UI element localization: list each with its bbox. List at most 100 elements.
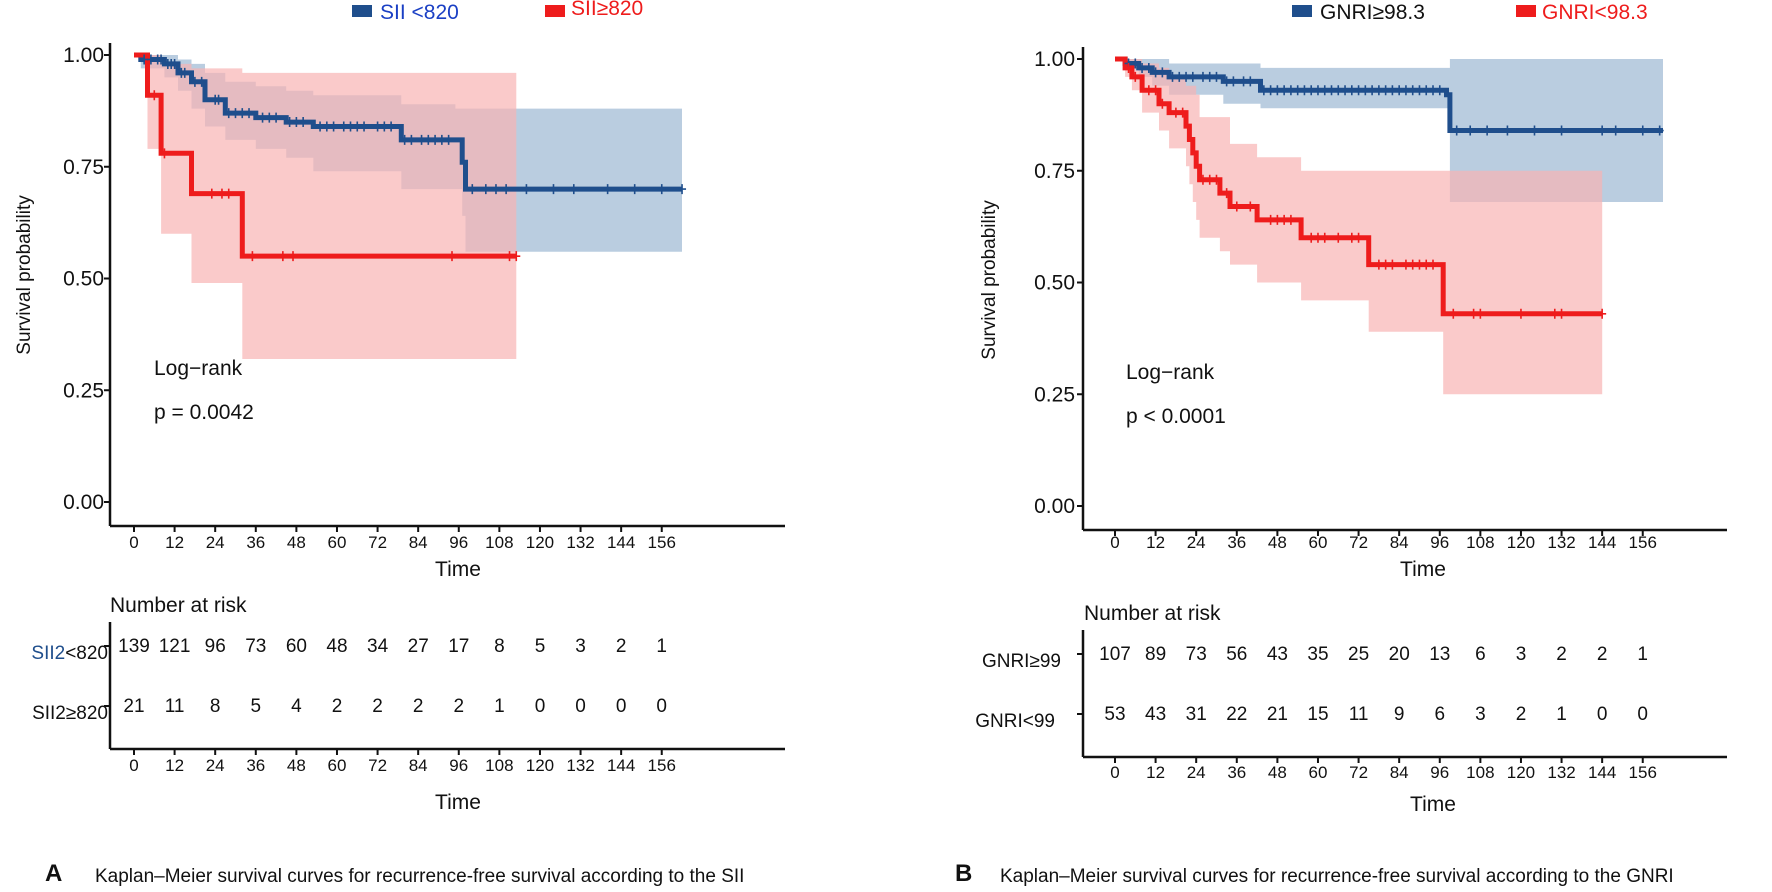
risk-x-tick-label-a: 60 xyxy=(328,756,347,775)
x-tick-label-a: 96 xyxy=(449,533,468,552)
censor-mark-a-1 xyxy=(678,184,687,195)
censor-mark-a-1 xyxy=(339,121,348,132)
censor-mark-a-1 xyxy=(285,117,294,128)
censor-mark-b-1 xyxy=(1381,85,1390,96)
censor-mark-b-1 xyxy=(1638,125,1647,136)
risk-count-b-2: 43 xyxy=(1145,704,1166,725)
censor-mark-a-1 xyxy=(380,121,389,132)
risk-count-b-1: 20 xyxy=(1389,644,1410,665)
risk-x-tick-label-b: 36 xyxy=(1227,763,1246,782)
risk-count-a-1: 1 xyxy=(656,636,667,657)
logrank-label-a: Log−rank xyxy=(154,357,243,380)
risk-count-a-1: 17 xyxy=(448,636,469,657)
risk-count-b-2: 1 xyxy=(1556,704,1567,725)
confidence-band-b-1 xyxy=(1115,59,1663,202)
censor-mark-b-1 xyxy=(1229,76,1238,87)
censor-mark-b-2 xyxy=(1422,259,1431,270)
legend-a-swatch-1 xyxy=(352,5,372,17)
logrank-label-b: Log−rank xyxy=(1126,361,1215,384)
censor-mark-b-2 xyxy=(1347,232,1356,243)
censor-mark-a-1 xyxy=(346,121,355,132)
risk-count-a-1: 96 xyxy=(205,636,226,657)
censor-mark-b-1 xyxy=(1368,85,1377,96)
censor-mark-a-1 xyxy=(437,134,446,145)
risk-x-tick-label-b: 156 xyxy=(1629,763,1657,782)
censor-mark-a-1 xyxy=(522,184,531,195)
censor-mark-b-1 xyxy=(1300,85,1309,96)
axes-a: 0.00 0.25 0.50 0.75 1.00 0 12 24 36 48 60 72 84 96 108… xyxy=(63,43,785,552)
y-tick-label-b: 0.50 xyxy=(1034,272,1075,295)
censor-mark-b-2 xyxy=(1598,308,1607,319)
x-tick-label-b: 132 xyxy=(1547,533,1575,552)
risk-count-a-2: 0 xyxy=(616,696,627,717)
risk-x-tick-label-b: 24 xyxy=(1187,763,1206,782)
censor-mark-a-1 xyxy=(444,134,453,145)
censor-mark-b-1 xyxy=(1422,85,1431,96)
censor-mark-a-2 xyxy=(217,188,226,199)
censor-mark-b-2 xyxy=(1374,259,1383,270)
censor-mark-b-2 xyxy=(1476,308,1485,319)
censor-mark-a-2 xyxy=(505,251,514,262)
censor-mark-a-1 xyxy=(387,121,396,132)
censor-mark-b-2 xyxy=(1198,174,1207,185)
legend-a-swatch-2 xyxy=(545,5,565,17)
censor-mark-b-2 xyxy=(1178,107,1187,118)
censor-mark-b-1 xyxy=(1395,85,1404,96)
risk-count-b-2: 53 xyxy=(1104,704,1125,725)
caption-letter-b: B xyxy=(955,860,972,887)
confidence-bands-a xyxy=(134,55,682,359)
censor-mark-a-1 xyxy=(329,121,338,132)
risk-x-tick-label-b: 48 xyxy=(1268,763,1287,782)
censor-mark-b-1 xyxy=(1598,125,1607,136)
censor-mark-b-1 xyxy=(1466,125,1475,136)
censor-mark-b-1 xyxy=(1158,67,1167,78)
y-tick-label-a: 0.25 xyxy=(63,379,104,402)
risk-table-title-b: Number at risk xyxy=(1084,602,1221,625)
censor-mark-a-1 xyxy=(603,184,612,195)
censor-mark-b-1 xyxy=(1401,85,1410,96)
x-tick-label-b: 144 xyxy=(1588,533,1616,552)
censor-mark-b-1 xyxy=(1280,85,1289,96)
risk-count-b-1: 1 xyxy=(1637,644,1648,665)
censor-mark-b-1 xyxy=(1151,67,1160,78)
x-tick-label-a: 48 xyxy=(287,533,306,552)
censor-mark-b-2 xyxy=(1124,62,1133,73)
x-tick-label-a: 60 xyxy=(328,533,347,552)
risk-x-tick-label-b: 72 xyxy=(1349,763,1368,782)
x-tick-label-b: 108 xyxy=(1466,533,1494,552)
risk-count-a-2: 0 xyxy=(535,696,546,717)
risk-count-a-1: 8 xyxy=(494,636,505,657)
risk-count-b-2: 31 xyxy=(1186,704,1207,725)
x-tick-label-a: 144 xyxy=(607,533,635,552)
x-tick-label-a: 108 xyxy=(485,533,513,552)
censor-mark-a-1 xyxy=(353,121,362,132)
censor-mark-a-2 xyxy=(448,251,457,262)
risk-count-b-2: 0 xyxy=(1637,704,1648,725)
p-value-a: p = 0.0042 xyxy=(154,401,254,424)
censor-mark-b-2 xyxy=(1408,259,1417,270)
risk-count-a-2: 8 xyxy=(210,696,221,717)
risk-row-label-b-2: GNRI<99 xyxy=(975,711,1055,732)
censor-mark-b-2 xyxy=(1158,98,1167,109)
censor-mark-b-2 xyxy=(1273,214,1282,225)
censor-mark-b-2 xyxy=(1388,259,1397,270)
censor-mark-a-1 xyxy=(170,58,179,69)
risk-x-tick-label-b: 108 xyxy=(1466,763,1494,782)
censor-mark-a-1 xyxy=(157,54,166,65)
risk-cells-a: 139 121 96 73 60 48 34 27 17 8 5 3 2 121 11 8 5 4 2 2 2 2 1 0 0 0… xyxy=(104,622,785,775)
caption-b: Kaplan–Meier survival curves for recurre… xyxy=(1000,866,1674,887)
censor-mark-b-1 xyxy=(1354,85,1363,96)
risk-count-a-2: 0 xyxy=(575,696,586,717)
risk-count-a-1: 73 xyxy=(245,636,266,657)
censor-mark-b-1 xyxy=(1175,71,1184,82)
censor-mark-a-1 xyxy=(316,121,325,132)
confidence-bands-b xyxy=(1115,59,1663,395)
x-tick-label-b: 120 xyxy=(1507,533,1535,552)
risk-count-a-2: 2 xyxy=(454,696,465,717)
censor-marks-a xyxy=(140,54,687,262)
x-tick-label-b: 60 xyxy=(1309,533,1328,552)
risk-count-a-2: 0 xyxy=(656,696,667,717)
censor-mark-b-2 xyxy=(1212,174,1221,185)
risk-count-b-2: 0 xyxy=(1597,704,1608,725)
